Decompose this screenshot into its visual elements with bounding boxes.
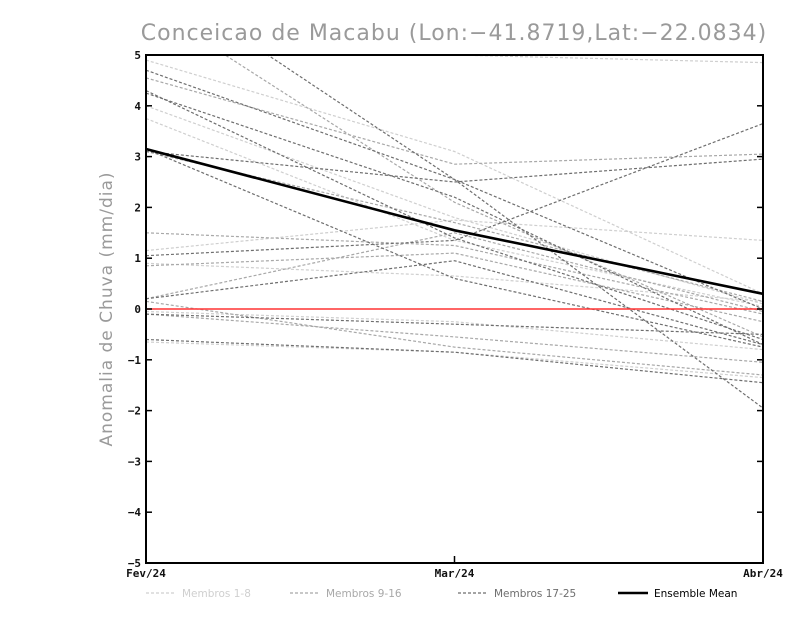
member-line xyxy=(451,55,763,64)
legend-label: Membros 1-8 xyxy=(182,588,251,600)
y-axis-label: Anomalia de Chuva (mm/dia) xyxy=(97,171,117,446)
member-line xyxy=(146,105,763,305)
y-tick-label: −5 xyxy=(128,557,141,570)
x-tick-label: Fev/24 xyxy=(126,567,166,580)
member-line xyxy=(146,69,763,310)
member-line xyxy=(146,313,763,363)
chart-title: Conceicao de Macabu (Lon:−41.8719,Lat:−2… xyxy=(141,21,767,46)
y-tick-label: 5 xyxy=(134,49,141,62)
x-tick-label: Abr/24 xyxy=(743,567,783,580)
y-tick-label: 2 xyxy=(134,201,141,214)
member-line xyxy=(146,123,763,257)
y-tick-label: −3 xyxy=(128,455,141,468)
series-layer xyxy=(146,55,763,409)
y-tick-label: 3 xyxy=(134,151,141,164)
member-line xyxy=(146,117,763,308)
legend-label: Membros 17-25 xyxy=(494,588,576,600)
member-line xyxy=(146,300,763,376)
y-tick-label: −1 xyxy=(128,354,142,367)
member-line xyxy=(146,150,763,183)
member-line xyxy=(146,232,763,313)
member-line xyxy=(146,59,763,295)
member-line xyxy=(146,310,763,351)
member-line xyxy=(146,92,763,346)
ensemble-mean-line xyxy=(146,147,763,296)
member-line xyxy=(224,55,763,338)
member-line xyxy=(146,338,763,384)
member-line xyxy=(146,148,763,348)
legend-label: Membros 9-16 xyxy=(326,588,402,600)
y-tick-label: 4 xyxy=(134,100,141,113)
member-line xyxy=(146,313,763,335)
member-line xyxy=(146,232,763,315)
member-line xyxy=(146,262,763,302)
member-line xyxy=(266,55,763,409)
y-tick-label: 0 xyxy=(134,303,141,316)
member-line xyxy=(146,90,763,341)
x-tick-label: Mar/24 xyxy=(435,567,475,580)
y-tick-label: 1 xyxy=(134,252,141,265)
member-line xyxy=(146,77,763,165)
y-tick-label: −4 xyxy=(128,506,142,519)
y-tick-label: −2 xyxy=(128,405,141,418)
member-line xyxy=(146,252,763,323)
legend-label: Ensemble Mean xyxy=(654,588,737,600)
legend: Membros 1-8 Membros 9-16 Membros 17-25 Ense… xyxy=(146,588,737,600)
member-line xyxy=(146,260,763,346)
member-line xyxy=(146,341,763,379)
member-line xyxy=(146,219,763,252)
